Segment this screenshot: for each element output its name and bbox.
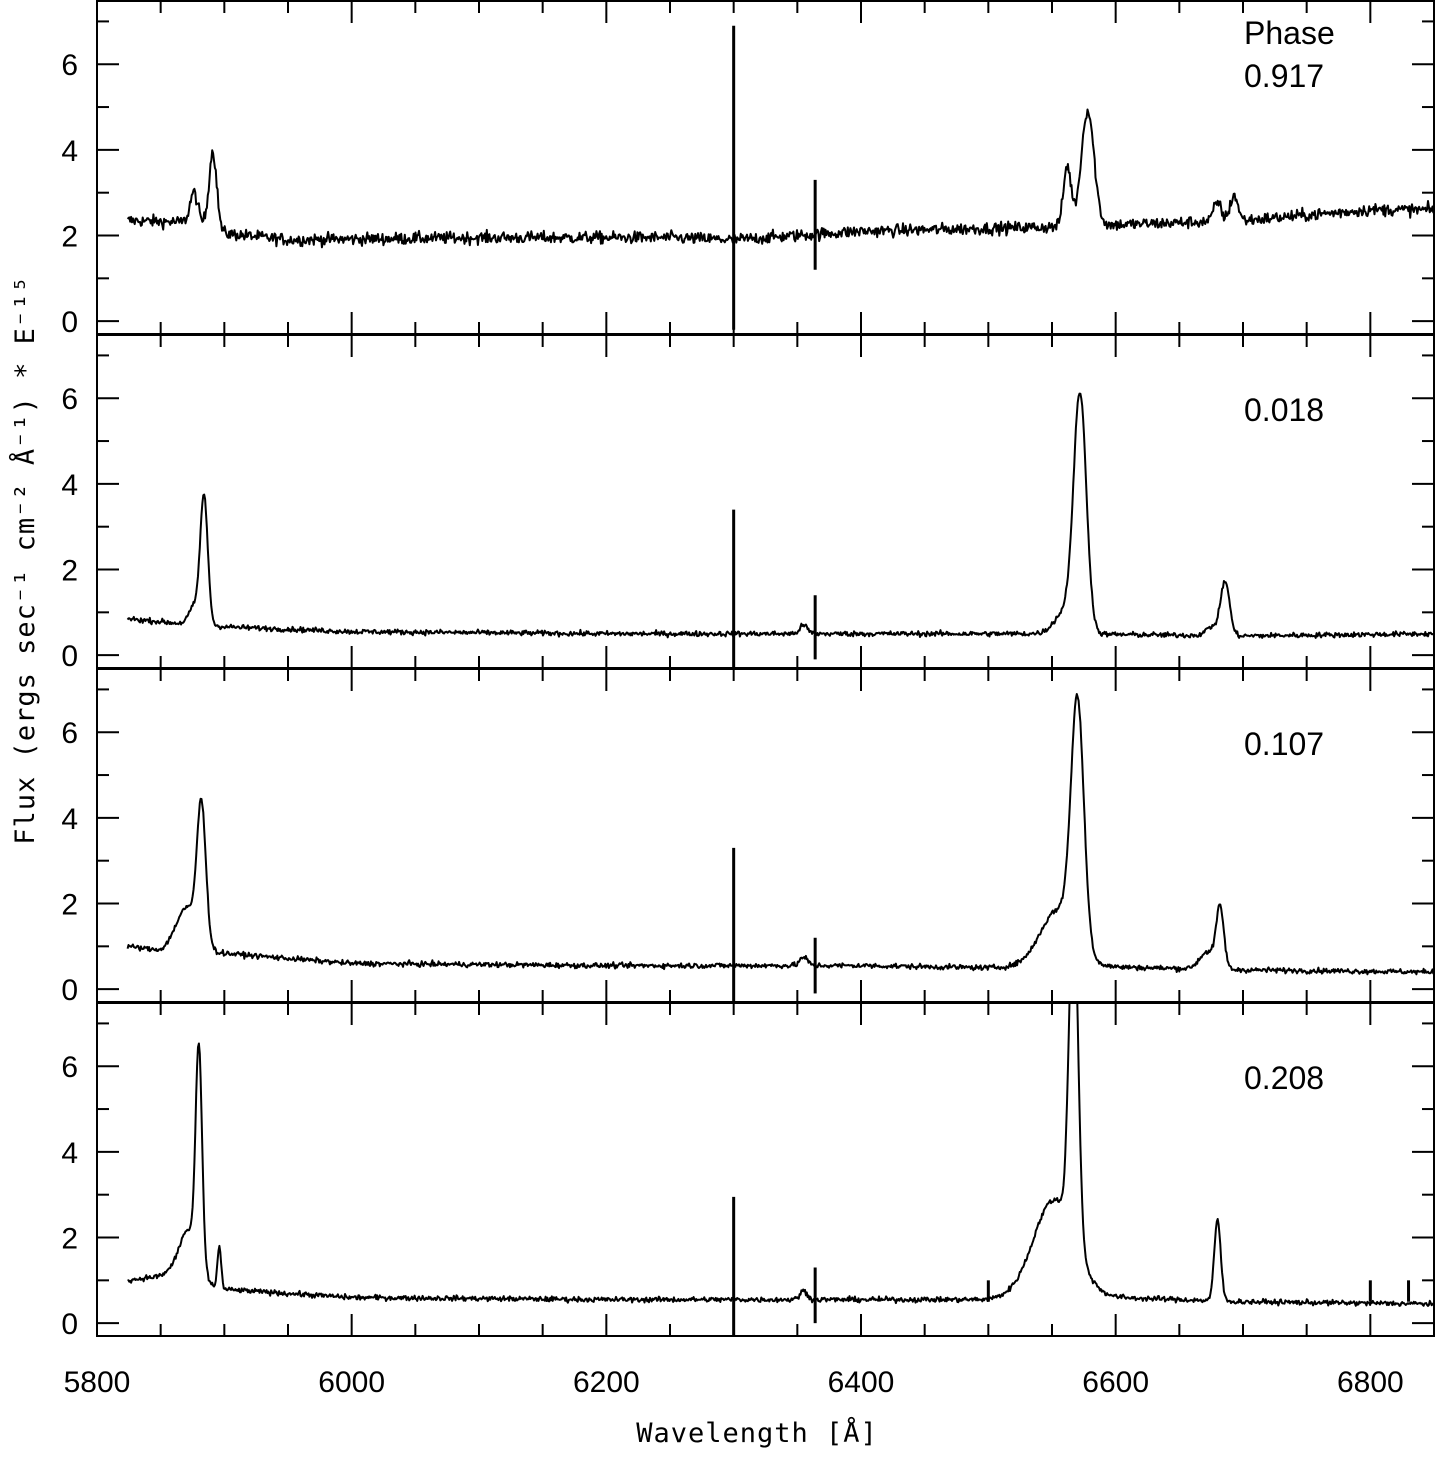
panel-frame xyxy=(96,334,1435,669)
y-tick-label: 0 xyxy=(61,306,78,339)
phase-label: 0.018 xyxy=(1244,392,1324,428)
phase-label: 0.917 xyxy=(1244,58,1324,94)
phase-header: Phase xyxy=(1244,15,1335,51)
spectrum-line-0-018 xyxy=(126,392,1434,639)
x-tick-label: 6400 xyxy=(828,1366,895,1399)
spectrum-line-0-917 xyxy=(126,108,1434,249)
spectrum-line-0-107 xyxy=(126,693,1434,976)
y-tick-label: 6 xyxy=(61,383,78,416)
x-tick-label: 6800 xyxy=(1337,1366,1404,1399)
y-tick-label: 2 xyxy=(61,221,78,254)
y-tick-label: 4 xyxy=(61,469,78,502)
y-tick-label: 4 xyxy=(61,135,78,168)
y-tick-label: 6 xyxy=(61,1051,78,1084)
y-tick-label: 4 xyxy=(61,1137,78,1170)
phase-label: 0.107 xyxy=(1244,726,1324,762)
y-tick-label: 0 xyxy=(61,640,78,673)
y-tick-label: 2 xyxy=(61,555,78,588)
x-tick-label: 5800 xyxy=(64,1366,131,1399)
y-tick-label: 6 xyxy=(61,717,78,750)
y-axis-title: Flux (ergs sec⁻¹ cm⁻² Å⁻¹) * E⁻¹⁵ xyxy=(9,275,41,844)
x-tick-label: 6600 xyxy=(1082,1366,1149,1399)
y-tick-label: 0 xyxy=(61,974,78,1007)
spectrum-line-0-208 xyxy=(127,1002,1434,1307)
x-tick-label: 6200 xyxy=(573,1366,640,1399)
y-tick-label: 6 xyxy=(61,49,78,82)
y-tick-label: 2 xyxy=(61,1223,78,1256)
y-tick-label: 4 xyxy=(61,803,78,836)
phase-label: 0.208 xyxy=(1244,1060,1324,1096)
x-axis-title: Wavelength [Å] xyxy=(636,1417,878,1449)
panel-frame xyxy=(96,1002,1435,1337)
x-tick-label: 6000 xyxy=(318,1366,385,1399)
y-tick-label: 2 xyxy=(61,889,78,922)
y-tick-label: 0 xyxy=(61,1308,78,1341)
panel-frame xyxy=(96,0,1435,335)
panel-frame xyxy=(96,668,1435,1003)
